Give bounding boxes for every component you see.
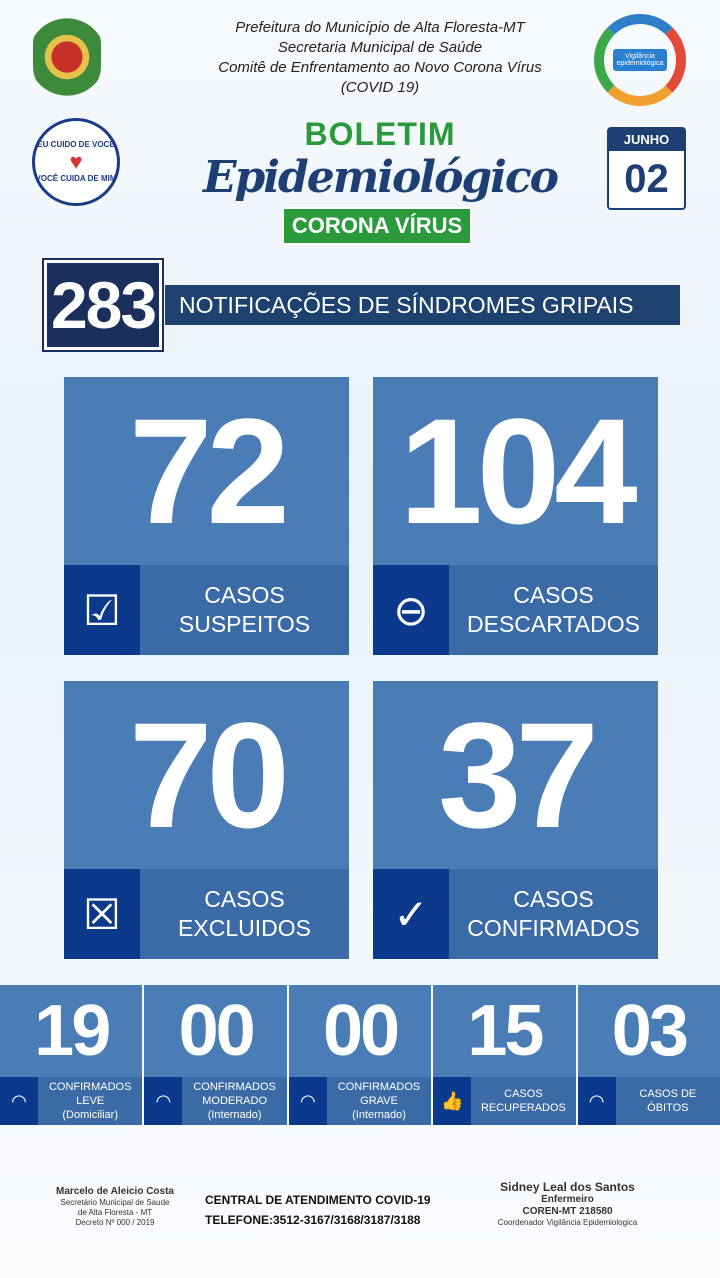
cell-label: CONFIRMADOS: [337, 1081, 421, 1093]
calendar-date: JUNHO 02: [607, 127, 686, 210]
card-label: DESCARTADOS: [467, 611, 640, 637]
cell-label: ÓBITOS: [647, 1102, 689, 1114]
card-label: EXCLUIDOS: [178, 915, 311, 941]
cell-label: CASOS DE: [639, 1088, 697, 1100]
cell-label: (Domiciliar): [62, 1109, 118, 1121]
card-descartados: 104 ⊖ CASOS DESCARTADOS: [373, 377, 658, 655]
signer-role: de Alta Floresta - MT: [77, 1208, 153, 1217]
care-badge: EU CUIDO DE VOCÊ ♥ VOCÊ CUIDA DE MIM: [32, 118, 120, 206]
signature-left: Marcelo de Aleicio Costa Secretário Muni…: [40, 1186, 190, 1228]
card-label: CASOS: [204, 582, 285, 608]
card-value: 37: [438, 691, 599, 859]
vigilancia-logo: Vigilância epidemiológica: [594, 14, 686, 106]
header-line: Comitê de Enfrentamento ao Novo Corona V…: [218, 59, 542, 76]
signer-name: Marcelo de Aleicio Costa: [56, 1186, 174, 1197]
total-label: NOTIFICAÇÕES DE SÍNDROMES GRIPAIS: [165, 285, 680, 325]
card-excluidos: 70 ☒ CASOS EXCLUIDOS: [64, 681, 349, 959]
cell-label: CONFIRMADOS: [48, 1081, 132, 1093]
card-label: CASOS: [513, 582, 594, 608]
cell-label: (Internado): [207, 1109, 262, 1121]
heart-icon: ♥: [69, 149, 83, 174]
badge-top-text: EU CUIDO DE VOCÊ: [37, 140, 115, 149]
cell-value: 19: [34, 991, 111, 1071]
header-text: Prefeitura do Município de Alta Floresta…: [170, 18, 590, 98]
card-confirmados: 37 ✓ CASOS CONFIRMADOS: [373, 681, 658, 959]
cell-recuperados: 15 👍 CASOS RECUPERADOS: [433, 985, 576, 1125]
title-coronavirus: CORONA VÍRUS: [282, 207, 472, 245]
logo-text: Vigilância epidemiológica: [613, 49, 667, 71]
card-label: CASOS: [513, 886, 594, 912]
signer-decree: Decreto Nº 000 / 2019: [75, 1218, 155, 1227]
signature-right: Sidney Leal dos Santos Enfermeiro COREN-…: [480, 1180, 655, 1228]
minus-circle-icon: ⊖: [373, 565, 449, 655]
checklist-icon: ☑: [64, 565, 140, 655]
calendar-month: JUNHO: [609, 129, 684, 151]
total-value: 283: [44, 260, 162, 350]
cell-value: 00: [322, 991, 400, 1071]
card-value: 104: [399, 387, 637, 555]
municipal-coat-of-arms-logo: [33, 14, 101, 100]
title-epidemiologico: Epidemiológico: [202, 152, 559, 203]
cell-label: MODERADO: [202, 1095, 267, 1107]
cell-value: 15: [467, 991, 544, 1071]
card-label: CASOS: [204, 886, 285, 912]
card-label: SUSPEITOS: [178, 611, 311, 637]
thumbs-up-icon: 👍: [433, 1077, 472, 1125]
signer-role: Enfermeiro: [541, 1194, 594, 1205]
signer-coren: COREN-MT 218580: [522, 1206, 613, 1217]
cell-label: RECUPERADOS: [480, 1102, 566, 1114]
signer-name: Sidney Leal dos Santos: [500, 1180, 635, 1194]
cross-box-icon: ☒: [64, 869, 140, 959]
card-suspeitos: 72 ☑ CASOS SUSPEITOS: [64, 377, 349, 655]
hotline-title: CENTRAL DE ATENDIMENTO COVID-19: [205, 1193, 431, 1207]
header-line: Prefeitura do Município de Alta Floresta…: [235, 19, 525, 36]
confirmed-breakdown-strip: 19 ◠ CONFIRMADOS LEVE (Domiciliar) 00 ◠ CONFIR…: [0, 985, 720, 1125]
gauge-icon: ◠: [577, 1077, 616, 1125]
cell-leve: 19 ◠ CONFIRMADOS LEVE (Domiciliar): [0, 985, 143, 1125]
hotline-phone: TELEFONE:3512-3167/3168/3187/3188: [205, 1213, 421, 1227]
gauge-icon: ◠: [0, 1077, 38, 1125]
header-line: (COVID 19): [340, 79, 420, 96]
badge-bottom-text: VOCÊ CUIDA DE MIM: [35, 174, 117, 183]
title-boletim: BOLETIM: [304, 116, 456, 152]
header-line: Secretaria Municipal de Saúde: [277, 39, 483, 56]
cell-label: CONFIRMADOS: [193, 1081, 276, 1093]
check-circle-icon: ✓: [373, 869, 449, 959]
card-label: CONFIRMADOS: [467, 915, 640, 941]
cell-label: (Internado): [352, 1109, 406, 1121]
cell-obitos: 03 ◠ CASOS DE ÓBITOS: [577, 985, 720, 1125]
gauge-icon: ◠: [288, 1077, 327, 1125]
gauge-icon: ◠: [144, 1077, 183, 1125]
cell-grave: 00 ◠ CONFIRMADOS GRAVE (Internado): [288, 985, 432, 1125]
hotline-info: CENTRAL DE ATENDIMENTO COVID-19 TELEFONE…: [205, 1190, 467, 1230]
calendar-day: 02: [624, 157, 669, 201]
signer-role: Coordenador Vigilância Epidemiologica: [497, 1218, 638, 1227]
cell-label: LEVE: [76, 1095, 105, 1107]
cell-value: 03: [611, 991, 689, 1071]
cell-label: GRAVE: [360, 1095, 398, 1107]
cell-value: 00: [178, 991, 256, 1071]
card-value: 70: [129, 691, 290, 859]
cell-moderado: 00 ◠ CONFIRMADOS MODERADO (Internado): [144, 985, 287, 1125]
signer-role: Secretário Municipal de Saude: [60, 1198, 170, 1207]
card-value: 72: [129, 387, 290, 555]
cell-label: CASOS: [504, 1088, 543, 1100]
